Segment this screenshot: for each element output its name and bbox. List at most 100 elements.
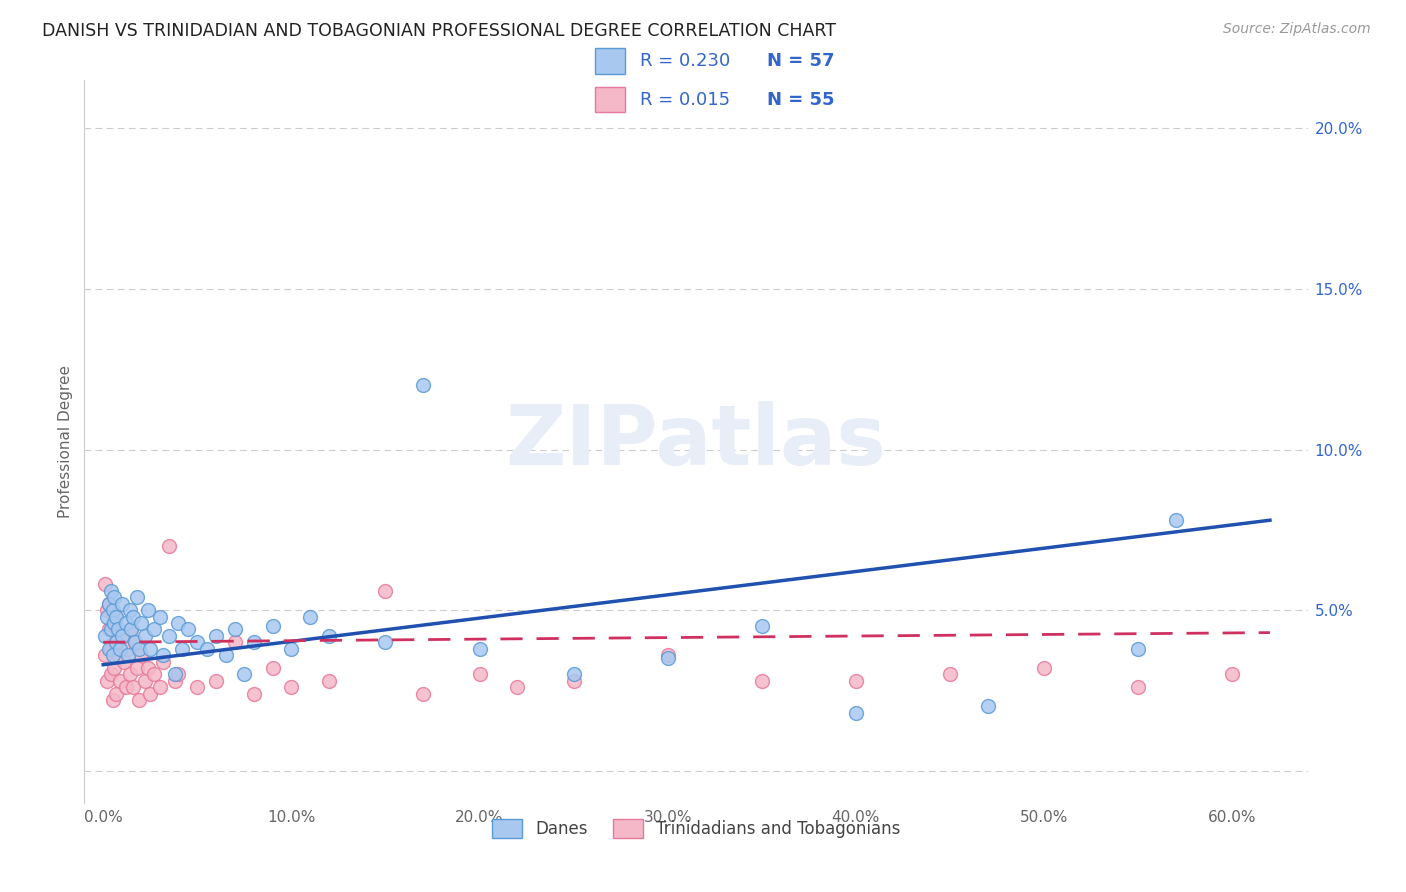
Point: [143, 667, 166, 681]
Point: [105, 687, 128, 701]
Point: [101, 648, 124, 662]
Point: [149, 609, 172, 624]
Point: [262, 619, 284, 633]
Point: [134, 629, 156, 643]
Point: [195, 641, 218, 656]
Point: [139, 687, 162, 701]
Text: N = 57: N = 57: [766, 52, 834, 70]
Point: [163, 667, 186, 681]
Point: [299, 609, 322, 624]
Point: [105, 609, 128, 624]
Point: [172, 641, 194, 656]
Point: [124, 635, 146, 649]
Point: [118, 667, 141, 681]
Point: [97, 641, 120, 656]
Point: [101, 603, 124, 617]
Point: [103, 635, 125, 649]
Point: [506, 680, 529, 694]
Point: [100, 623, 122, 637]
Text: ZIPatlas: ZIPatlas: [506, 401, 886, 482]
Point: [103, 615, 125, 630]
Point: [374, 583, 396, 598]
Point: [120, 623, 142, 637]
Point: [1128, 680, 1150, 694]
Point: [1033, 661, 1056, 675]
Point: [138, 603, 160, 617]
Point: [124, 635, 146, 649]
Point: [114, 615, 136, 630]
Point: [108, 673, 131, 688]
Point: [157, 539, 180, 553]
Point: [108, 641, 131, 656]
Point: [751, 619, 773, 633]
Point: [125, 591, 148, 605]
Point: [149, 680, 172, 694]
Point: [143, 623, 166, 637]
Point: [1220, 667, 1243, 681]
Point: [242, 635, 264, 649]
Point: [157, 629, 180, 643]
Point: [96, 673, 118, 688]
Point: [129, 648, 152, 662]
Point: [280, 680, 302, 694]
Text: Source: ZipAtlas.com: Source: ZipAtlas.com: [1223, 22, 1371, 37]
Point: [94, 577, 117, 591]
Point: [412, 687, 434, 701]
Point: [100, 583, 122, 598]
Point: [205, 673, 228, 688]
Point: [107, 623, 129, 637]
Point: [100, 667, 122, 681]
Point: [1164, 513, 1187, 527]
Point: [845, 706, 868, 720]
Point: [242, 687, 264, 701]
Point: [412, 378, 434, 392]
Point: [562, 673, 585, 688]
Point: [976, 699, 998, 714]
Point: [186, 635, 208, 649]
Point: [117, 648, 139, 662]
Point: [96, 603, 118, 617]
Point: [139, 641, 162, 656]
Point: [468, 641, 491, 656]
Point: [111, 629, 134, 643]
Point: [94, 629, 117, 643]
Point: [105, 609, 128, 624]
Point: [163, 673, 186, 688]
Point: [224, 635, 246, 649]
Point: [186, 680, 208, 694]
Point: [214, 648, 236, 662]
Text: R = 0.015: R = 0.015: [640, 91, 730, 109]
Point: [111, 629, 134, 643]
Point: [101, 615, 124, 630]
Point: [280, 641, 302, 656]
Point: [134, 673, 156, 688]
Point: [657, 651, 679, 665]
Point: [94, 648, 117, 662]
Legend: Danes, Trinidadians and Tobagonians: Danes, Trinidadians and Tobagonians: [485, 813, 907, 845]
Point: [177, 623, 200, 637]
Point: [167, 667, 190, 681]
Point: [97, 597, 120, 611]
Point: [233, 667, 256, 681]
Point: [103, 661, 125, 675]
Text: N = 55: N = 55: [766, 91, 834, 109]
Point: [122, 609, 145, 624]
Point: [657, 648, 679, 662]
Point: [125, 661, 148, 675]
Point: [97, 597, 120, 611]
Point: [128, 693, 150, 707]
FancyBboxPatch shape: [595, 48, 624, 74]
Point: [105, 635, 128, 649]
Point: [167, 615, 190, 630]
Point: [120, 623, 142, 637]
Point: [205, 629, 228, 643]
Point: [562, 667, 585, 681]
Point: [129, 615, 152, 630]
Point: [751, 673, 773, 688]
Point: [468, 667, 491, 681]
Point: [122, 680, 145, 694]
Point: [114, 680, 136, 694]
Point: [117, 641, 139, 656]
Point: [107, 648, 129, 662]
Point: [152, 655, 174, 669]
